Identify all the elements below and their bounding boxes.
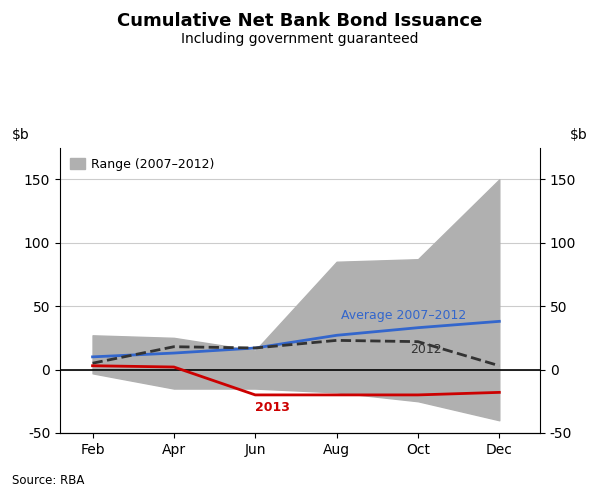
- Text: Cumulative Net Bank Bond Issuance: Cumulative Net Bank Bond Issuance: [118, 12, 482, 31]
- Text: Average 2007–2012: Average 2007–2012: [341, 308, 466, 321]
- Text: Including government guaranteed: Including government guaranteed: [181, 32, 419, 46]
- Legend: Range (2007–2012): Range (2007–2012): [66, 154, 218, 174]
- Text: $b: $b: [570, 128, 588, 142]
- Text: 2012: 2012: [410, 343, 442, 356]
- Text: Source: RBA: Source: RBA: [12, 474, 85, 487]
- Text: 2013: 2013: [255, 401, 290, 414]
- Text: $b: $b: [12, 128, 30, 142]
